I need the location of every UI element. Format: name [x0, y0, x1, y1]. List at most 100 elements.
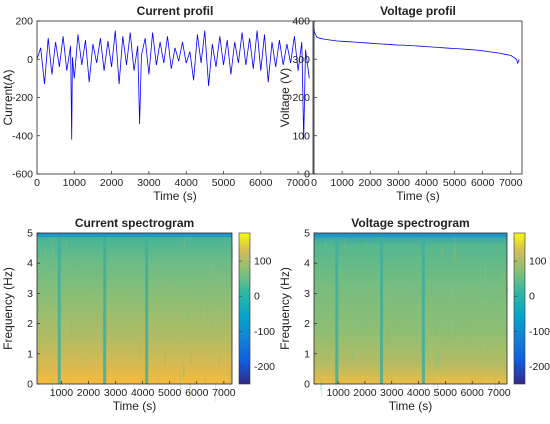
spectrogram-texture [436, 323, 438, 337]
x-tick-label: 4000 [131, 387, 155, 399]
spectrogram-texture [133, 295, 135, 304]
spectrogram-texture [320, 379, 322, 391]
spectrogram-texture [346, 346, 348, 353]
spectrogram-texture [438, 348, 440, 365]
spectrogram-texture [89, 291, 91, 306]
spectrogram-texture [83, 247, 85, 267]
y-tick-label: 5 [304, 228, 310, 240]
chart-title: Current profil [137, 4, 214, 18]
spectrogram-texture [183, 367, 185, 377]
spectrogram-texture [387, 300, 389, 315]
x-axis-label: Time (s) [153, 189, 197, 203]
spectrogram-texture [427, 344, 429, 362]
spectrogram-texture [379, 354, 381, 368]
y-axis-label: Frequency (Hz) [1, 267, 15, 350]
spectrogram-texture [178, 307, 180, 318]
spectrogram-texture [494, 373, 496, 391]
x-tick-label: 5000 [212, 177, 236, 189]
spectrogram-texture [119, 293, 121, 314]
spectrogram-texture [94, 276, 96, 293]
spectrogram-texture [351, 352, 353, 360]
low-power-band [57, 233, 61, 384]
spectrogram-texture [39, 242, 41, 255]
spectrogram-texture [65, 241, 67, 249]
spectrogram-texture [124, 311, 126, 324]
spectrogram-texture [324, 301, 326, 314]
spectrogram-texture [60, 381, 62, 399]
spectrogram-texture [144, 257, 146, 269]
colorbar-tick-label: -200 [529, 361, 550, 373]
spectrogram-texture [447, 324, 449, 342]
spectrogram-texture [501, 271, 503, 291]
spectrogram-texture [53, 291, 55, 306]
chart-title: Voltage profil [380, 4, 456, 18]
x-tick-label: 1000 [330, 177, 354, 189]
x-tick-label: 3000 [380, 387, 404, 399]
colorbar-tick-label: 100 [254, 256, 272, 268]
spectrogram-texture [187, 308, 189, 321]
spectrogram-texture [424, 362, 426, 373]
spectrogram-texture [60, 304, 62, 325]
spectrogram-texture [378, 234, 380, 242]
spectrogram-texture [161, 278, 163, 292]
spectrogram-texture [207, 303, 209, 324]
spectrogram-texture [436, 353, 438, 372]
spectrogram-texture [431, 296, 433, 317]
y-tick-label: 0 [304, 169, 310, 181]
spectrogram-texture [44, 250, 46, 259]
spectrogram-texture [321, 379, 323, 398]
spectrogram-texture [387, 323, 389, 333]
spectrogram-texture [62, 344, 64, 358]
x-tick-label: 2000 [77, 387, 101, 399]
spectrogram-texture [127, 251, 129, 265]
spectrogram-texture [431, 243, 433, 257]
spectrogram-texture [211, 285, 213, 294]
axes-frame [313, 232, 508, 385]
spectrogram-texture [366, 237, 368, 252]
spectrogram-texture [38, 299, 40, 317]
x-tick-label: 1000 [50, 387, 74, 399]
y-tick-label: 0 [27, 54, 33, 66]
spectrogram-texture [218, 355, 220, 367]
x-tick-label: 2000 [359, 177, 383, 189]
low-power-band [103, 233, 107, 384]
spectrogram-texture [482, 299, 484, 307]
spectrogram-texture [61, 346, 63, 359]
spectrogram-texture [344, 237, 346, 249]
spectrogram-texture [52, 234, 54, 246]
spectrogram-texture [396, 319, 398, 330]
spectrogram-texture [211, 320, 213, 327]
spectrogram-texture [168, 270, 170, 282]
spectrogram-top-band [37, 233, 232, 237]
x-tick-label: 3000 [137, 177, 161, 189]
spectrogram-texture [124, 258, 126, 268]
colorbar-tick-label: -100 [529, 326, 550, 338]
x-tick-label: 2000 [100, 177, 124, 189]
spectrogram-texture [427, 375, 429, 383]
y-tick-label: 0 [27, 379, 33, 391]
spectrogram-texture [119, 294, 121, 314]
spectrogram-texture [436, 382, 438, 394]
spectrogram-texture [52, 378, 54, 395]
x-tick-label: 7000 [286, 177, 310, 189]
x-tick-label: 0 [311, 177, 317, 189]
spectrogram-texture [212, 261, 214, 276]
spectrogram-texture [107, 235, 109, 255]
colorbar [513, 232, 526, 385]
x-tick-label: 4000 [407, 387, 431, 399]
spectrogram-top-band [314, 233, 507, 237]
x-tick-label: 7000 [212, 387, 236, 399]
y-axis-label: Voltage (V) [278, 68, 292, 127]
spectrogram-texture [189, 382, 191, 393]
spectrogram-texture [421, 257, 423, 277]
spectrogram-texture [190, 383, 192, 400]
spectrogram-texture [325, 329, 327, 341]
spectrogram-texture [502, 338, 504, 348]
spectrogram-texture [77, 331, 79, 343]
y-tick-label: -600 [12, 169, 33, 181]
spectrogram-texture [216, 290, 218, 308]
spectrogram-texture [458, 315, 460, 334]
spectrogram-texture [442, 248, 444, 257]
spectrogram-texture [147, 277, 149, 295]
spectrogram-texture [197, 309, 199, 323]
